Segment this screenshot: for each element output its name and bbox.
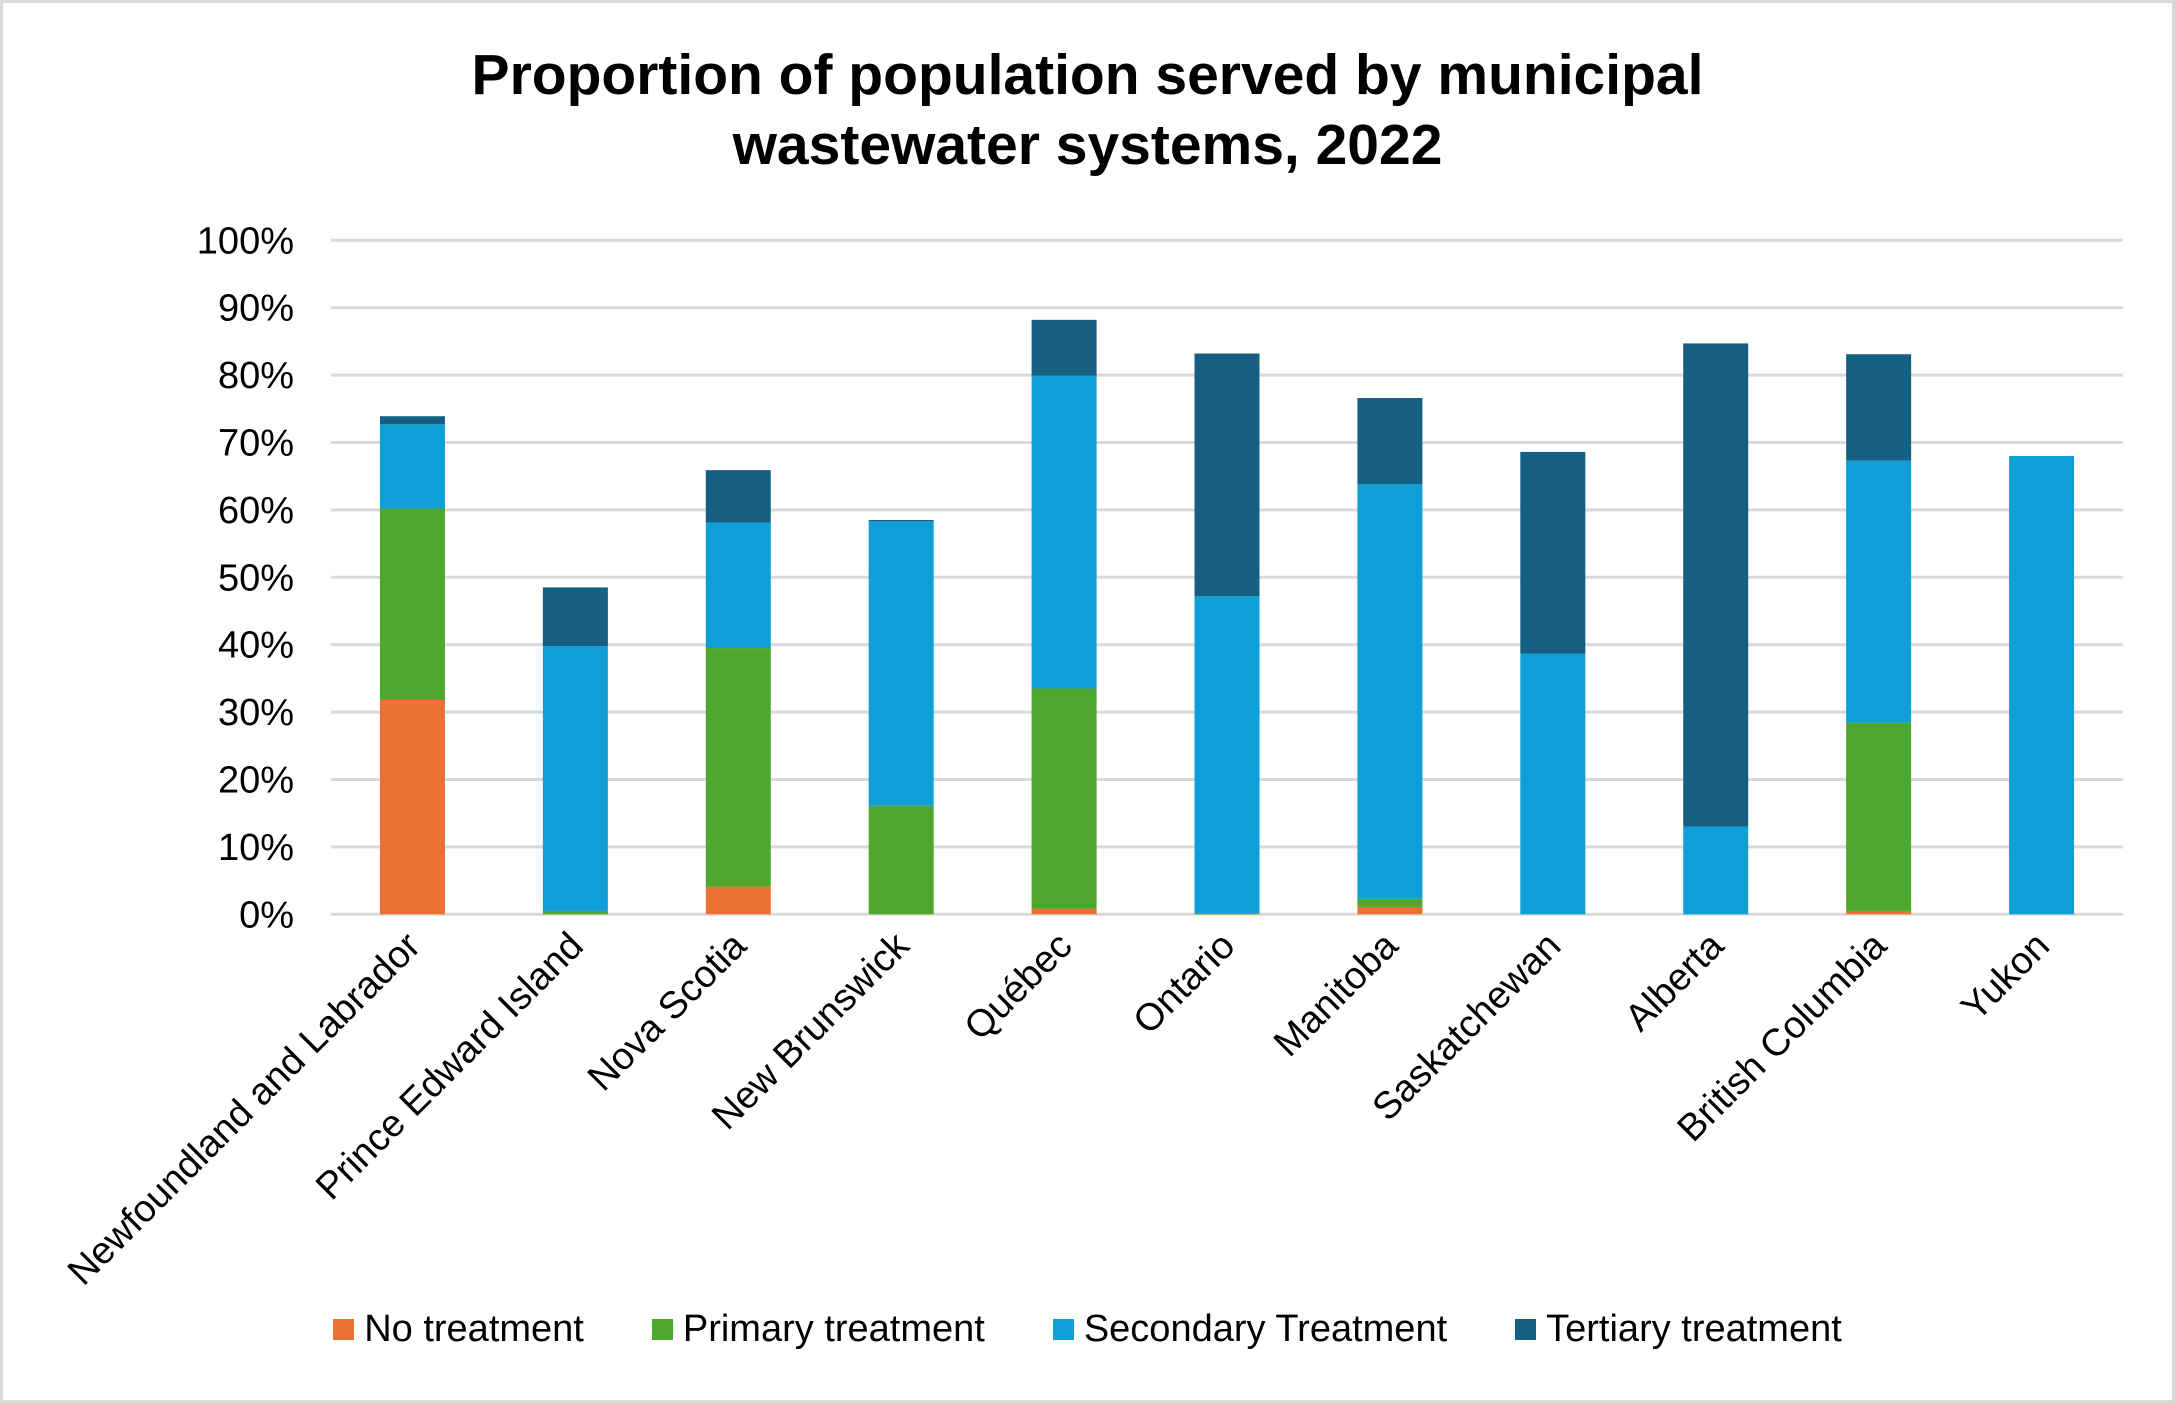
bar-segment-primary-treatment bbox=[868, 805, 934, 915]
bar-segment-secondary-treatment bbox=[542, 646, 608, 911]
bar-stack bbox=[1194, 353, 1260, 915]
bar-segment-secondary-treatment bbox=[379, 424, 445, 509]
bars bbox=[379, 319, 2075, 915]
bar-segment-secondary-treatment bbox=[1031, 375, 1097, 689]
bar-segment-tertiary-treatment bbox=[542, 587, 608, 647]
chart-title-line-2: wastewater systems, 2022 bbox=[732, 113, 1443, 177]
bar-segment-secondary-treatment bbox=[705, 522, 771, 649]
legend: No treatment Primary treatment Secondary T… bbox=[0, 1308, 2175, 1351]
bar-segment-tertiary-treatment bbox=[379, 416, 445, 425]
bar-stack bbox=[1520, 451, 1586, 915]
bar-segment-primary-treatment bbox=[379, 508, 445, 700]
y-tick-label: 90% bbox=[218, 288, 294, 330]
x-tick-label: Yukon bbox=[1954, 925, 2058, 1029]
legend-item: Primary treatment bbox=[651, 1308, 985, 1351]
bar-segment-no-treatment bbox=[379, 699, 445, 915]
y-tick-label: 50% bbox=[218, 557, 294, 599]
x-tick-label: Nova Scotia bbox=[580, 924, 755, 1099]
bar-segment-primary-treatment bbox=[542, 910, 608, 915]
legend-label: Primary treatment bbox=[682, 1308, 985, 1350]
legend-label: Tertiary treatment bbox=[1546, 1308, 1842, 1350]
bar-segment-primary-treatment bbox=[1194, 912, 1260, 915]
legend-item: No treatment bbox=[333, 1308, 584, 1351]
x-tick-label: Manitoba bbox=[1266, 924, 1407, 1065]
chart-title-line-1: Proportion of population served by munic… bbox=[471, 43, 1704, 107]
bar-segment-no-treatment bbox=[1031, 908, 1097, 915]
bar-segment-secondary-treatment bbox=[1357, 484, 1423, 899]
bar-segment-tertiary-treatment bbox=[705, 470, 771, 523]
legend-swatch-icon bbox=[1515, 1319, 1537, 1340]
bar-segment-tertiary-treatment bbox=[1846, 354, 1912, 461]
bar-segment-secondary-treatment bbox=[1520, 653, 1586, 915]
bar-stack bbox=[1846, 354, 1912, 915]
y-tick-label: 80% bbox=[218, 355, 294, 397]
bar-stack bbox=[705, 470, 771, 915]
y-tick-label: 20% bbox=[218, 760, 294, 802]
bar-segment-tertiary-treatment bbox=[1194, 353, 1260, 597]
x-tick-label: Québec bbox=[957, 925, 1081, 1049]
x-tick-label: Ontario bbox=[1126, 925, 1244, 1043]
y-axis-ticks: 0% 10% 20% 30% 40% 50% 60% 70% 80% 90% 100% bbox=[197, 220, 294, 936]
bar-stack bbox=[379, 416, 445, 915]
bar-stack bbox=[1683, 343, 1749, 915]
y-tick-label: 70% bbox=[218, 423, 294, 465]
legend-item: Secondary Treatment bbox=[1052, 1308, 1448, 1351]
bar-stack bbox=[868, 520, 934, 915]
legend-label: No treatment bbox=[364, 1308, 584, 1350]
y-tick-label: 30% bbox=[218, 692, 294, 734]
y-tick-label: 10% bbox=[218, 827, 294, 869]
bar-stack bbox=[2009, 455, 2075, 915]
bar-segment-primary-treatment bbox=[1846, 722, 1912, 911]
bar-segment-no-treatment bbox=[1357, 906, 1423, 915]
bar-segment-tertiary-treatment bbox=[1031, 319, 1097, 376]
legend-swatch-icon bbox=[1052, 1319, 1074, 1340]
bar-segment-tertiary-treatment bbox=[1520, 451, 1586, 654]
bar-segment-tertiary-treatment bbox=[1683, 343, 1749, 827]
bar-segment-secondary-treatment bbox=[1846, 460, 1912, 723]
bar-stack bbox=[1031, 319, 1097, 915]
y-tick-label: 60% bbox=[218, 490, 294, 532]
bar-segment-secondary-treatment bbox=[2009, 455, 2075, 915]
chart-title: Proportion of population served by munic… bbox=[0, 40, 2175, 180]
y-tick-label: 40% bbox=[218, 625, 294, 667]
bar-segment-secondary-treatment bbox=[1683, 826, 1749, 915]
bar-segment-primary-treatment bbox=[1357, 898, 1423, 907]
bar-segment-no-treatment bbox=[1846, 910, 1912, 915]
y-tick-label: 0% bbox=[239, 894, 294, 936]
bar-segment-no-treatment bbox=[705, 886, 771, 915]
bar-segment-secondary-treatment bbox=[1194, 596, 1260, 913]
legend-swatch-icon bbox=[333, 1319, 355, 1340]
bar-segment-tertiary-treatment bbox=[1357, 398, 1423, 485]
bar-segment-primary-treatment bbox=[705, 648, 771, 887]
x-tick-label: Alberta bbox=[1617, 924, 1732, 1039]
legend-label: Secondary Treatment bbox=[1083, 1308, 1448, 1350]
legend-item: Tertiary treatment bbox=[1515, 1308, 1842, 1351]
bar-stack bbox=[542, 587, 608, 915]
bar-segment-primary-treatment bbox=[1031, 688, 1097, 909]
x-tick-label: Newfoundland and Labrador bbox=[60, 924, 429, 1293]
y-tick-label: 100% bbox=[197, 220, 294, 262]
bar-segment-tertiary-treatment bbox=[868, 520, 934, 522]
bar-segment-secondary-treatment bbox=[868, 521, 934, 806]
legend-swatch-icon bbox=[651, 1319, 673, 1340]
x-tick-label: Prince Edward Island bbox=[308, 925, 592, 1209]
bar-stack bbox=[1357, 398, 1423, 915]
